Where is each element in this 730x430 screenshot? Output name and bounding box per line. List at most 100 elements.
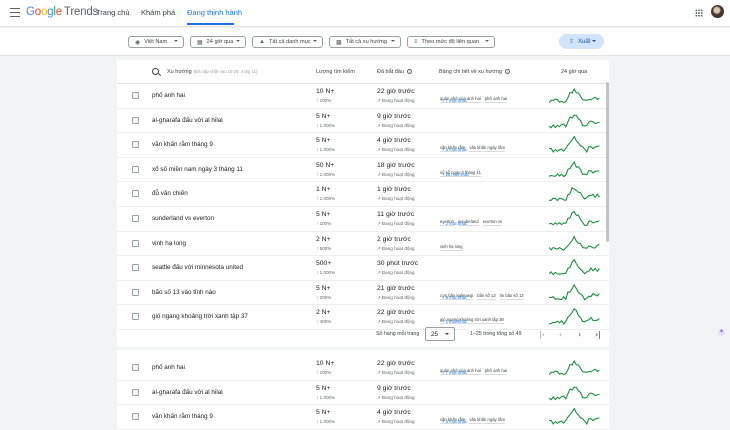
- row-checkbox[interactable]: [132, 239, 139, 247]
- info-icon[interactable]: i: [504, 69, 510, 75]
- trending-up-icon: ↗: [377, 171, 381, 177]
- avatar[interactable]: [711, 5, 724, 18]
- status-label: Đang hoạt động: [381, 122, 415, 128]
- rows-per-page-select[interactable]: 25: [425, 327, 455, 341]
- trend-name[interactable]: gió ngang khoảng trời xanh tập 37: [152, 313, 248, 321]
- tab-home[interactable]: Trang chủ: [96, 8, 130, 17]
- breakdown-tag[interactable]: cơn bão kalmaegi: [440, 292, 474, 300]
- row-checkbox[interactable]: [132, 364, 139, 371]
- breakdown-tag[interactable]: vịnh hạ long: [440, 243, 463, 251]
- row-checkbox[interactable]: [132, 264, 139, 272]
- chevron-down-icon: [174, 40, 178, 42]
- trend-name[interactable]: phố anh hai: [152, 364, 185, 371]
- breakdown-tags: quán phở của anh hai phở anh hai: [440, 87, 550, 105]
- trend-name[interactable]: đỗ văn chiến: [152, 190, 188, 198]
- trend-name[interactable]: vịnh hạ long: [152, 239, 186, 247]
- more-items-link[interactable]: + 9 mục khác: [442, 294, 468, 300]
- trend-name[interactable]: phố anh hai: [152, 92, 185, 99]
- category-filter[interactable]: ▲ Tất cả danh mục: [252, 36, 323, 48]
- row-checkbox[interactable]: [132, 141, 139, 149]
- trend-name[interactable]: văn khấn rằm tháng 9: [152, 413, 213, 421]
- status-active: ↗Đang hoạt động: [377, 98, 415, 104]
- breakdown-tag[interactable]: sunderland: [457, 219, 479, 226]
- trend-name[interactable]: al-gharafa đấu với al hilal: [152, 388, 223, 396]
- tab-trending-now[interactable]: Đang thịnh hành: [187, 8, 243, 17]
- trend-name[interactable]: văn khấn rằm tháng 9: [152, 141, 213, 149]
- table-row[interactable]: al-gharafa đấu với al hilal 5 N+ ↑ 1.000% 9…: [117, 381, 609, 406]
- table-row[interactable]: xổ số miền nam ngày 3 tháng 11 50 N+ ↑ 1.0…: [117, 158, 609, 183]
- breakdown-tag[interactable]: bão số 13: [477, 292, 496, 300]
- trend-name[interactable]: al-gharafa đấu với al hilal: [152, 116, 223, 124]
- search-icon[interactable]: [152, 68, 159, 75]
- more-items-link[interactable]: + 7 mục khác: [442, 98, 468, 103]
- more-items-link[interactable]: + 1 mục khác: [442, 319, 468, 325]
- trend-name[interactable]: xổ số miền nam ngày 3 tháng 11: [152, 165, 243, 173]
- chevron-left-icon[interactable]: ‹: [559, 330, 563, 339]
- first-page-icon[interactable]: |‹: [539, 330, 545, 339]
- row-checkbox[interactable]: [132, 388, 139, 396]
- table-row[interactable]: văn khấn rằm tháng 9 5 N+ ↑ 1.000% 4 giờ tr…: [117, 405, 609, 430]
- breakdown-tag[interactable]: gió ngang khoảng trời xanh tập 38: [440, 317, 504, 325]
- gemini-icon[interactable]: ✦: [718, 329, 725, 336]
- time-filter[interactable]: ▦ 24 giờ qua: [190, 36, 246, 48]
- export-button[interactable]: ⇪ Xuất: [559, 34, 604, 49]
- table-row[interactable]: văn khấn rằm tháng 9 5 N+ ↑ 1.000% 4 giờ tr…: [117, 133, 609, 158]
- chevron-right-icon[interactable]: ›: [578, 330, 582, 339]
- scrollbar[interactable]: [606, 82, 609, 242]
- row-checkbox[interactable]: [132, 116, 139, 124]
- trending-up-icon: ↗: [377, 294, 381, 300]
- sort-filter[interactable]: ≡ Theo mức độ liên quan: [407, 36, 495, 48]
- row-checkbox[interactable]: [132, 215, 139, 222]
- more-items-link[interactable]: + 26 mục khác: [442, 171, 470, 177]
- table-row[interactable]: gió ngang khoảng trời xanh tập 37 2 N+ ↑ 4…: [117, 305, 609, 330]
- menu-icon[interactable]: [10, 8, 20, 17]
- breakdown-tag[interactable]: phở anh hai: [484, 368, 508, 375]
- col-started-header[interactable]: Đã bắt đầu i: [377, 69, 412, 75]
- more-items-link[interactable]: + 5 mục khác: [442, 419, 468, 425]
- tab-explore[interactable]: Khám phá: [141, 8, 176, 17]
- col-volume-header[interactable]: Lượng tìm kiếm: [316, 69, 355, 75]
- breakdown-tag[interactable]: xổ số ngày 3 tháng 11: [440, 169, 481, 177]
- row-checkbox[interactable]: [132, 165, 139, 173]
- table-row[interactable]: vịnh hạ long 2 N+ ↑ 500% 2 giờ trước ↗Đang h…: [117, 232, 609, 257]
- row-checkbox[interactable]: [132, 288, 139, 296]
- trend-name[interactable]: bão số 13 vào tỉnh nào: [152, 288, 216, 296]
- breakdown-tag[interactable]: quán phở của anh hai: [440, 96, 481, 103]
- row-checkbox[interactable]: [132, 190, 139, 198]
- table-row[interactable]: seattle đấu với minnesota united 500+ ↑ 1.…: [117, 256, 609, 281]
- more-items-link[interactable]: + 7 mục khác: [442, 370, 468, 375]
- breakdown-tag[interactable]: everton: [440, 219, 454, 226]
- breakdown-tag[interactable]: tin bão số 13: [499, 292, 524, 300]
- table-row[interactable]: đỗ văn chiến 1 N+ ↑ 1.000% 1 giờ trước ↗Đang…: [117, 182, 609, 207]
- more-items-link[interactable]: + 2 mục khác: [442, 221, 468, 226]
- row-checkbox[interactable]: [132, 313, 139, 321]
- breakdown-tag[interactable]: phở anh hai: [484, 96, 508, 103]
- breakdown-tag[interactable]: everton vs: [482, 219, 503, 226]
- more-items-link[interactable]: + 5 mục khác: [442, 147, 468, 153]
- breakdown-tag[interactable]: quán phở của anh hai: [440, 368, 481, 375]
- breakdown-tag[interactable]: văn khấn ngày rằm: [469, 417, 505, 425]
- google-trends-logo[interactable]: Google Trends: [26, 6, 98, 18]
- table-row[interactable]: sunderland vs everton 5 N+ ↑ 100% 11 giờ tr…: [117, 207, 609, 232]
- apps-icon[interactable]: [695, 9, 703, 17]
- breakdown-tag[interactable]: văn khấn ngày rằm: [469, 145, 505, 153]
- breakdown-tag[interactable]: văn khấn rằm: [440, 145, 466, 153]
- table-row[interactable]: phố anh hai 10 N+ ↑ 100% 22 giờ trước ↗Đang …: [117, 84, 609, 109]
- started-time: 21 giờ trước: [377, 284, 415, 292]
- volume-change: ↑ 200%: [316, 294, 332, 300]
- country-filter[interactable]: ◉ Việt Nam: [128, 36, 184, 48]
- trend-name[interactable]: sunderland vs everton: [152, 215, 214, 222]
- row-checkbox[interactable]: [132, 413, 139, 421]
- table-row[interactable]: bão số 13 vào tỉnh nào 5 N+ ↑ 200% 21 giờ t…: [117, 281, 609, 306]
- last-page-icon[interactable]: ›|: [595, 330, 601, 339]
- trend-name[interactable]: seattle đấu với minnesota united: [152, 264, 243, 272]
- row-checkbox[interactable]: [132, 92, 139, 99]
- trend-type-filter[interactable]: ▩ Tất cả xu hướng: [329, 36, 401, 48]
- trend-type-filter-label: Tất cả xu hướng: [345, 39, 387, 45]
- table-row[interactable]: al-gharafa đấu với al hilal 5 N+ ↑ 1.000% 9…: [117, 109, 609, 134]
- rows-per-page-label: Số hàng mỗi trang: [376, 331, 420, 337]
- sparkline-path: [549, 87, 600, 104]
- table-row[interactable]: phố anh hai 10 N+ ↑ 100% 22 giờ trước ↗Đang …: [117, 356, 609, 381]
- breakdown-tag[interactable]: văn khấn rằm: [440, 417, 466, 425]
- info-icon[interactable]: i: [406, 69, 412, 75]
